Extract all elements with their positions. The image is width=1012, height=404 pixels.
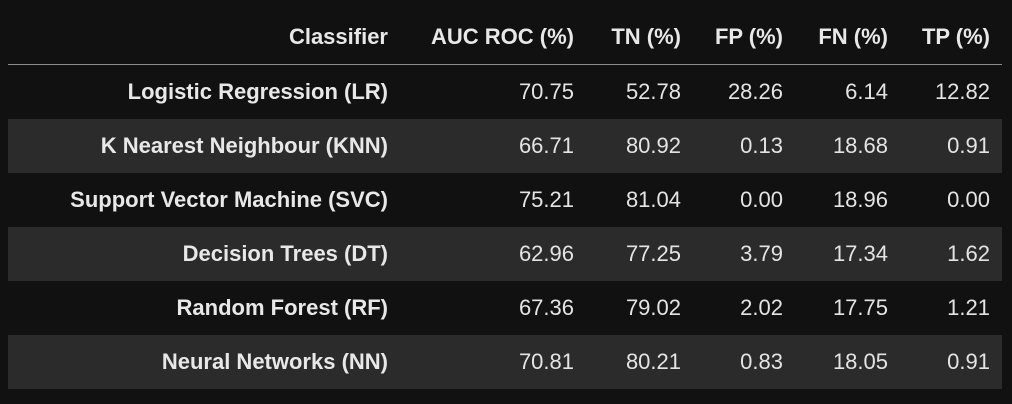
cell-fp: 0.83 xyxy=(740,349,783,374)
cell-auc-roc: 75.21 xyxy=(518,187,574,212)
table-header: Classifier AUC ROC (%) TN (%) FP (%) FN … xyxy=(8,10,1002,65)
cell-fp: 0.00 xyxy=(740,187,783,212)
cell-fp: 0.13 xyxy=(740,133,783,158)
row-classifier: Decision Trees (DT) xyxy=(182,241,388,266)
cell-tp: 0.91 xyxy=(947,133,990,158)
row-classifier: K Nearest Neighbour (KNN) xyxy=(100,133,388,158)
cell-tn: 77.25 xyxy=(625,241,681,266)
cell-fn: 17.75 xyxy=(832,295,888,320)
header-auc-roc: AUC ROC (%) xyxy=(400,10,586,65)
table-row: K Nearest Neighbour (KNN) 66.71 80.92 0.… xyxy=(8,119,1002,173)
results-table: Classifier AUC ROC (%) TN (%) FP (%) FN … xyxy=(8,10,1002,389)
header-classifier: Classifier xyxy=(8,10,400,65)
cell-fn: 18.05 xyxy=(832,349,888,374)
cell-tn: 80.92 xyxy=(625,133,681,158)
cell-fp: 3.79 xyxy=(740,241,783,266)
cell-fp: 28.26 xyxy=(727,79,783,104)
cell-auc-roc: 70.75 xyxy=(518,79,574,104)
cell-tp: 0.00 xyxy=(947,187,990,212)
header-fn: FN (%) xyxy=(795,10,900,65)
table-row: Support Vector Machine (SVC) 75.21 81.04… xyxy=(8,173,1002,227)
header-tp: TP (%) xyxy=(900,10,1002,65)
cell-auc-roc: 66.71 xyxy=(518,133,574,158)
cell-auc-roc: 67.36 xyxy=(518,295,574,320)
cell-tn: 52.78 xyxy=(625,79,681,104)
cell-tn: 81.04 xyxy=(625,187,681,212)
header-tn: TN (%) xyxy=(586,10,693,65)
cell-tp: 12.82 xyxy=(934,79,990,104)
cell-tn: 79.02 xyxy=(625,295,681,320)
cell-auc-roc: 70.81 xyxy=(518,349,574,374)
cell-fp: 2.02 xyxy=(740,295,783,320)
cell-fn: 18.68 xyxy=(832,133,888,158)
cell-tp: 0.91 xyxy=(947,349,990,374)
table-row: Decision Trees (DT) 62.96 77.25 3.79 17.… xyxy=(8,227,1002,281)
table-row: Neural Networks (NN) 70.81 80.21 0.83 18… xyxy=(8,335,1002,389)
header-row: Classifier AUC ROC (%) TN (%) FP (%) FN … xyxy=(8,10,1002,65)
cell-tn: 80.21 xyxy=(625,349,681,374)
cell-tp: 1.62 xyxy=(947,241,990,266)
row-classifier: Neural Networks (NN) xyxy=(161,349,388,374)
table-row: Logistic Regression (LR) 70.75 52.78 28.… xyxy=(8,64,1002,119)
row-classifier: Logistic Regression (LR) xyxy=(127,79,388,104)
row-classifier: Support Vector Machine (SVC) xyxy=(70,187,388,212)
cell-fn: 18.96 xyxy=(832,187,888,212)
cell-fn: 6.14 xyxy=(845,79,888,104)
table-body: Logistic Regression (LR) 70.75 52.78 28.… xyxy=(8,64,1002,389)
header-fp: FP (%) xyxy=(693,10,795,65)
cell-tp: 1.21 xyxy=(947,295,990,320)
table-row: Random Forest (RF) 67.36 79.02 2.02 17.7… xyxy=(8,281,1002,335)
cell-fn: 17.34 xyxy=(832,241,888,266)
cell-auc-roc: 62.96 xyxy=(518,241,574,266)
row-classifier: Random Forest (RF) xyxy=(176,295,388,320)
